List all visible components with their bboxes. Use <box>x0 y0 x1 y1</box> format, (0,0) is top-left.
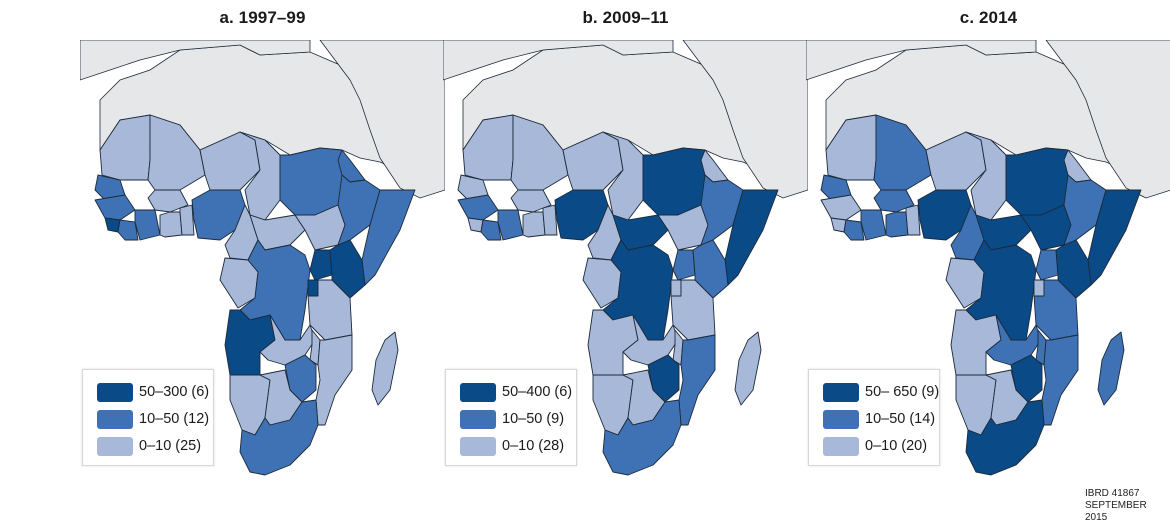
legend-item-high: 50– 650 (9) <box>823 382 939 402</box>
panel-title: b. 2009–11 <box>582 8 669 27</box>
legend-item-high: 50–400 (6) <box>460 382 572 402</box>
credit-date: SEPTEMBER 2015 <box>1085 500 1147 523</box>
non-ssa-land <box>682 40 808 199</box>
country-rwanda-burundi <box>307 279 319 297</box>
legend-swatch-mid <box>823 409 859 429</box>
legend-label: 0–10 (25) <box>139 438 202 454</box>
non-ssa-land <box>80 40 311 81</box>
country-ethiopia <box>1063 174 1107 246</box>
country-guinea <box>820 194 862 221</box>
country-mozambique <box>678 334 716 426</box>
country-ethiopia <box>337 174 381 246</box>
country-somalia <box>1087 189 1142 286</box>
country-malawi <box>672 329 684 366</box>
country-mozambique <box>315 334 353 426</box>
legend-item-low: 0–10 (20) <box>823 436 927 456</box>
country-rwanda-burundi <box>1033 279 1045 297</box>
country-angola <box>224 309 276 376</box>
country-cote-divoire <box>497 209 524 241</box>
country-togo-benin <box>179 204 195 236</box>
map-panel-1997-99: a. 1997–99 50–300 (6) 10–50 (12) 0–10 (2… <box>80 0 445 529</box>
country-uganda <box>672 249 696 281</box>
country-ethiopia <box>700 174 744 246</box>
africa-map <box>80 40 445 476</box>
legend-swatch-high <box>460 382 496 402</box>
country-rwanda-burundi <box>670 279 682 297</box>
country-cote-divoire <box>860 209 887 241</box>
panel-title: c. 2014 <box>959 8 1018 27</box>
country-mozambique <box>1041 334 1079 426</box>
country-liberia <box>480 219 502 241</box>
country-sierra-leone <box>467 217 484 233</box>
country-uganda <box>1035 249 1059 281</box>
country-south-africa <box>602 399 682 476</box>
country-togo-benin <box>542 204 558 236</box>
country-guinea <box>457 194 499 221</box>
legend-swatch-low <box>460 436 496 456</box>
country-angola <box>950 309 1002 376</box>
africa-map <box>806 40 1170 476</box>
map-legend: 50–400 (6) 10–50 (9) 0–10 (28) <box>445 369 577 466</box>
country-sudan <box>1005 147 1072 216</box>
africa-map <box>443 40 808 476</box>
legend-swatch-high <box>823 382 859 402</box>
legend-item-low: 0–10 (28) <box>460 436 564 456</box>
legend-label: 10–50 (9) <box>502 411 565 427</box>
country-madagascar <box>734 331 762 406</box>
credit-id: IBRD 41867 <box>1085 488 1140 499</box>
country-kenya <box>1055 239 1092 299</box>
legend-label: 10–50 (14) <box>865 411 936 427</box>
country-liberia <box>843 219 865 241</box>
country-ghana <box>885 211 909 238</box>
country-madagascar <box>371 331 399 406</box>
country-cote-divoire <box>134 209 161 241</box>
legend-item-high: 50–300 (6) <box>97 382 209 402</box>
legend-label: 50– 650 (9) <box>865 384 940 400</box>
country-sudan <box>279 147 346 216</box>
legend-label: 50–300 (6) <box>139 384 210 400</box>
country-kenya <box>692 239 729 299</box>
country-angola <box>587 309 639 376</box>
legend-swatch-mid <box>97 409 133 429</box>
map-credit: IBRD 41867 SEPTEMBER 2015 <box>1085 488 1170 524</box>
country-guinea <box>94 194 136 221</box>
country-sudan <box>642 147 709 216</box>
map-legend: 50–300 (6) 10–50 (12) 0–10 (25) <box>82 369 214 466</box>
legend-swatch-high <box>97 382 133 402</box>
map-panel-2014: c. 2014 50– 650 (9) 10–50 (14) 0–10 (20) <box>806 0 1170 529</box>
non-ssa-land <box>443 40 674 81</box>
legend-label: 0–10 (20) <box>865 438 928 454</box>
country-somalia <box>724 189 779 286</box>
country-sierra-leone <box>104 217 121 233</box>
country-uganda <box>309 249 333 281</box>
legend-swatch-mid <box>460 409 496 429</box>
country-malawi <box>309 329 321 366</box>
non-ssa-land <box>319 40 445 199</box>
legend-label: 0–10 (28) <box>502 438 565 454</box>
map-legend: 50– 650 (9) 10–50 (14) 0–10 (20) <box>808 369 940 466</box>
legend-item-low: 0–10 (25) <box>97 436 201 456</box>
non-ssa-land <box>1045 40 1170 199</box>
panel-title: a. 1997–99 <box>219 8 306 27</box>
legend-label: 50–400 (6) <box>502 384 573 400</box>
country-south-africa <box>965 399 1045 476</box>
country-liberia <box>117 219 139 241</box>
country-somalia <box>361 189 416 286</box>
country-ghana <box>522 211 546 238</box>
legend-item-mid: 10–50 (12) <box>97 409 209 429</box>
country-kenya <box>329 239 366 299</box>
legend-item-mid: 10–50 (14) <box>823 409 935 429</box>
country-sierra-leone <box>830 217 847 233</box>
map-panel-2009-11: b. 2009–11 50–400 (6) 10–50 (9) 0–10 (28… <box>443 0 808 529</box>
legend-swatch-low <box>97 436 133 456</box>
country-south-africa <box>239 399 319 476</box>
country-malawi <box>1035 329 1047 366</box>
legend-label: 10–50 (12) <box>139 411 210 427</box>
country-ghana <box>159 211 183 238</box>
legend-swatch-low <box>823 436 859 456</box>
legend-item-mid: 10–50 (9) <box>460 409 564 429</box>
country-togo-benin <box>905 204 921 236</box>
country-madagascar <box>1097 331 1125 406</box>
non-ssa-land <box>806 40 1037 81</box>
